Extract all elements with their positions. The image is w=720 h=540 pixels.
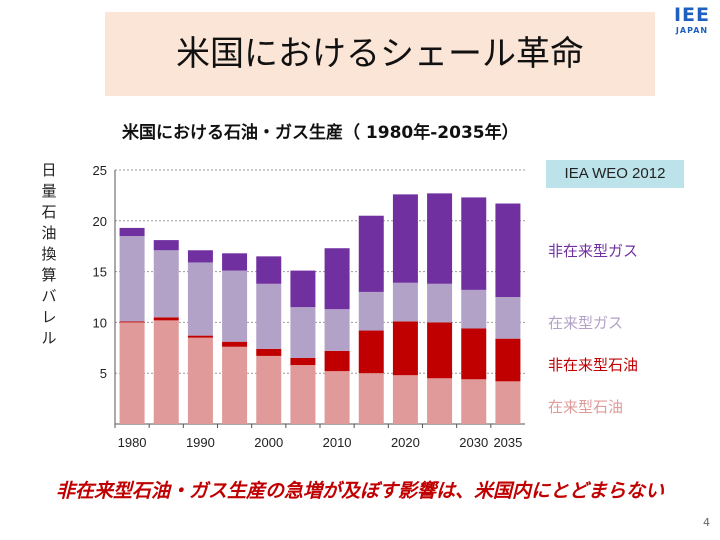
bar-segment — [153, 320, 179, 424]
bar-segment — [187, 262, 213, 336]
x-tick-label: 2010 — [323, 435, 352, 450]
bar-segment — [358, 330, 384, 374]
bar-segment — [461, 289, 487, 329]
x-tick-label: 2030 — [459, 435, 488, 450]
bar-segment — [119, 236, 145, 322]
bar-segment — [222, 346, 248, 424]
bar-segment — [495, 203, 521, 297]
y-axis-label-char: 算 — [41, 266, 57, 284]
bar-segment — [461, 197, 487, 290]
slide-title: 米国におけるシェール革命 — [176, 34, 584, 74]
logo-main-text: IEE — [673, 4, 711, 26]
bar-segment — [187, 250, 213, 263]
bar-segment — [222, 253, 248, 271]
bar-segment — [324, 309, 350, 351]
y-axis-label-char: 石 — [41, 203, 57, 221]
legend-item: 非在来型石油 — [548, 356, 639, 374]
bar-segment — [119, 321, 145, 323]
y-tick-label: 25 — [93, 163, 107, 178]
bar-segment — [495, 381, 521, 424]
iee-japan-logo: IEE JAPAN — [668, 4, 716, 40]
x-tick-label: 2035 — [493, 435, 522, 450]
bar-segment — [324, 248, 350, 310]
source-badge: IEA WEO 2012 — [546, 160, 684, 188]
bar-segment — [392, 282, 418, 322]
bar-segment — [358, 373, 384, 424]
bar-segment — [187, 337, 213, 424]
title-banner: 米国におけるシェール革命 — [105, 12, 655, 96]
x-tick-label: 1990 — [186, 435, 215, 450]
bar-segment — [392, 194, 418, 283]
bar-segment — [153, 250, 179, 318]
y-axis-label-char: 油 — [41, 224, 57, 242]
footer-message: 非在来型石油・ガス生産の急増が及ぼす影響は、米国内にとどまらない — [55, 480, 664, 502]
y-tick-label: 10 — [93, 315, 107, 330]
bar-segment — [222, 341, 248, 347]
y-axis-label-char: ル — [41, 329, 57, 347]
bar-segment — [427, 283, 453, 323]
bar-segment — [427, 378, 453, 424]
bar-segment — [461, 379, 487, 424]
bar-segment — [222, 270, 248, 342]
y-axis-label-char: 換 — [41, 245, 57, 263]
bar-segment — [427, 193, 453, 284]
y-tick-label: 15 — [93, 265, 107, 280]
chart-title: 米国における石油・ガス生産（ 1980年-2035年） — [122, 123, 519, 143]
bar-segment — [187, 335, 213, 338]
bar-segment — [495, 297, 521, 339]
bar-segment — [392, 375, 418, 424]
bar-segment — [358, 215, 384, 292]
y-axis-label-char: 量 — [41, 182, 57, 200]
x-tick-label: 2020 — [391, 435, 420, 450]
bar-segment — [324, 371, 350, 424]
bar-segment — [256, 283, 282, 349]
y-axis-label-char: レ — [41, 308, 57, 326]
bar-segment — [495, 338, 521, 382]
logo-sub-text: JAPAN — [675, 26, 709, 35]
x-tick-label: 1980 — [118, 435, 147, 450]
bar-segment — [324, 350, 350, 372]
bar-segment — [290, 357, 316, 366]
page-number: 4 — [703, 516, 710, 529]
bar-segment — [153, 240, 179, 251]
bar-segment — [392, 321, 418, 376]
bar-segment — [358, 291, 384, 331]
y-tick-label: 20 — [93, 214, 107, 229]
bar-segment — [119, 227, 145, 237]
legend-item: 在来型石油 — [548, 398, 624, 416]
bar-segment — [119, 322, 145, 424]
y-tick-label: 5 — [100, 366, 107, 381]
bar-segment — [256, 355, 282, 424]
legend-item: 非在来型ガス — [548, 242, 639, 260]
bar-segment — [427, 322, 453, 379]
y-axis-label-char: バ — [41, 287, 57, 305]
legend-item: 在来型ガス — [548, 314, 624, 332]
bar-segment — [153, 317, 179, 321]
bar-segment — [290, 365, 316, 424]
bar-segment — [290, 307, 316, 358]
bar-segment — [461, 328, 487, 380]
y-axis-label: 日量石油換算バレル — [38, 160, 60, 349]
bar-segment — [256, 256, 282, 284]
bar-segment — [256, 348, 282, 356]
x-tick-label: 2000 — [254, 435, 283, 450]
bar-segment — [290, 270, 316, 308]
y-axis-label-char: 日 — [41, 161, 57, 179]
